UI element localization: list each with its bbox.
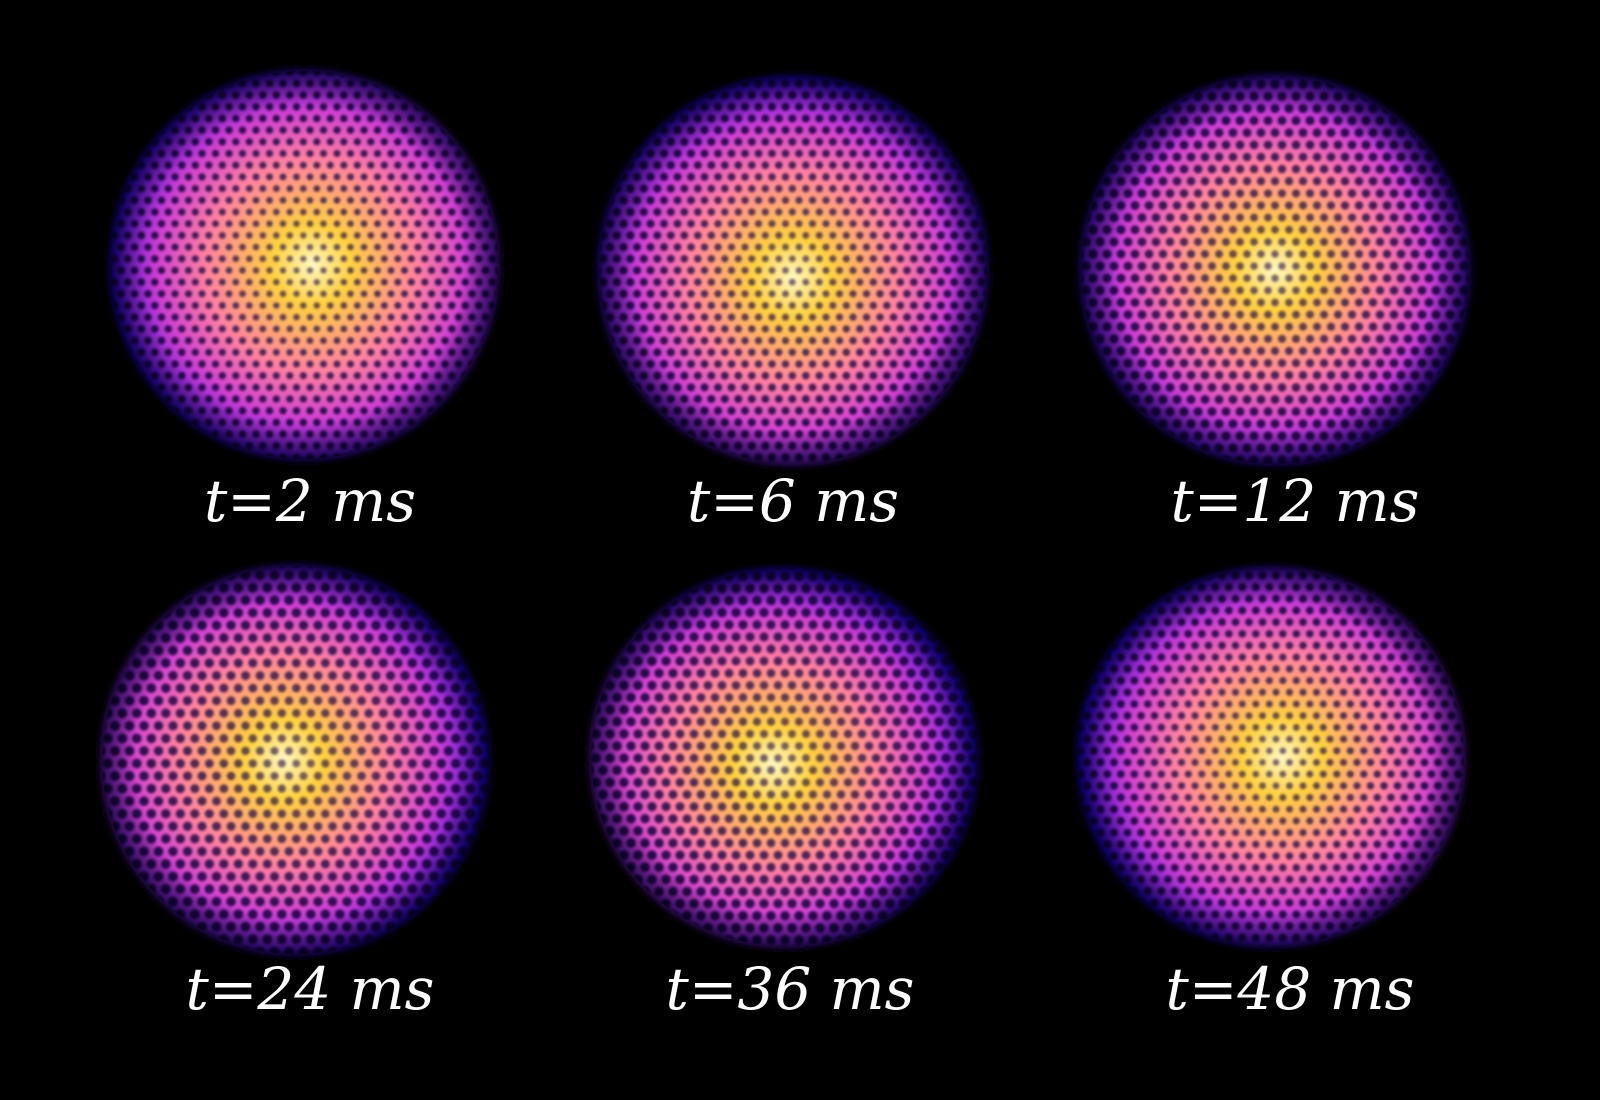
density-image-t24-svg: [96, 560, 496, 960]
density-image-t12: [1065, 60, 1485, 480]
lattice-hole: [585, 278, 594, 287]
density-image-t24: [86, 550, 506, 970]
time-label-t48: t=48 ms: [1165, 955, 1415, 1023]
lattice-hole: [1454, 676, 1463, 685]
density-image-t6: [583, 60, 1003, 480]
disk-edge-fade: [1070, 562, 1470, 952]
disk-edge-fade: [585, 562, 985, 952]
lattice-hole: [1076, 805, 1078, 814]
time-label-t2: t=2 ms: [203, 467, 416, 535]
time-label-t6: t=6 ms: [686, 467, 899, 535]
lattice-hole: [502, 231, 510, 239]
density-image-t2: [94, 60, 514, 480]
lattice-hole: [97, 278, 105, 286]
density-image-t48: [1060, 552, 1480, 972]
disk-edge-fade: [96, 560, 496, 960]
disk-edge-fade: [593, 70, 993, 470]
density-image-t12-svg: [1075, 70, 1475, 470]
time-label-t24: t=24 ms: [185, 955, 435, 1023]
density-image-t6-svg: [585, 70, 993, 470]
lattice-hole: [97, 255, 105, 263]
disk-edge-fade: [104, 65, 504, 465]
disk-edge-fade: [1075, 70, 1475, 470]
lattice-hole: [414, 430, 422, 439]
density-image-t2-svg: [97, 65, 510, 465]
density-image-t36-svg: [585, 562, 985, 952]
density-image-t36: [575, 552, 995, 972]
time-label-t12: t=12 ms: [1170, 467, 1420, 535]
lattice-hole: [1063, 747, 1071, 755]
time-label-t36: t=36 ms: [665, 955, 915, 1023]
lattice-hole: [585, 254, 594, 263]
density-image-t48-svg: [1063, 562, 1470, 952]
